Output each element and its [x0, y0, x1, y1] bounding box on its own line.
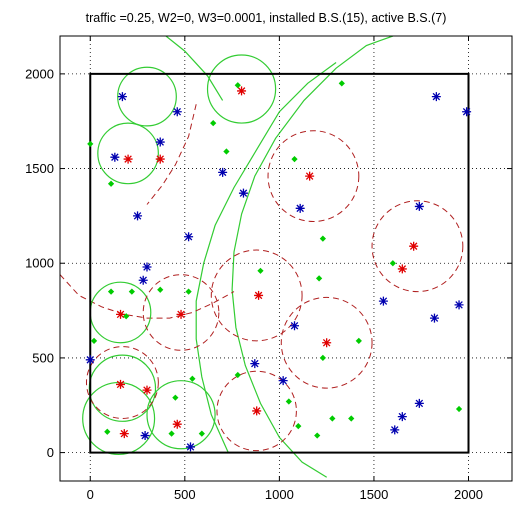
blue-star-point — [390, 425, 399, 434]
x-tick-label: 0 — [87, 487, 94, 502]
blue-star-point — [415, 399, 424, 408]
blue-star-point — [156, 138, 165, 147]
red-star-point — [177, 310, 186, 319]
blue-star-point — [296, 204, 305, 213]
blue-star-point — [133, 211, 142, 220]
blue-star-point — [239, 189, 248, 198]
x-tick-label: 1000 — [265, 487, 294, 502]
red-star-point — [237, 86, 246, 95]
y-tick-label: 1000 — [25, 256, 54, 271]
blue-star-point — [290, 321, 299, 330]
blue-star-point — [379, 297, 388, 306]
x-tick-label: 500 — [174, 487, 196, 502]
red-star-point — [252, 406, 261, 415]
red-star-point — [322, 338, 331, 347]
blue-star-point — [118, 92, 127, 101]
blue-star-point — [430, 314, 439, 323]
red-star-point — [409, 242, 418, 251]
red-star-point — [120, 429, 129, 438]
red-star-point — [142, 386, 151, 395]
blue-star-point — [455, 300, 464, 309]
chart-title: traffic =0.25, W2=0, W3=0.0001, installe… — [86, 11, 447, 25]
blue-star-point — [184, 232, 193, 241]
blue-star-point — [142, 263, 151, 272]
blue-star-point — [279, 376, 288, 385]
blue-star-point — [398, 412, 407, 421]
red-star-point — [254, 291, 263, 300]
red-star-point — [398, 264, 407, 273]
y-tick-label: 500 — [32, 350, 54, 365]
red-star-point — [156, 155, 165, 164]
blue-star-point — [141, 431, 150, 440]
y-tick-label: 1500 — [25, 161, 54, 176]
red-star-point — [305, 172, 314, 181]
red-star-point — [173, 420, 182, 429]
red-star-point — [116, 310, 125, 319]
y-tick-label: 2000 — [25, 66, 54, 81]
blue-star-point — [250, 359, 259, 368]
blue-star-point — [110, 153, 119, 162]
y-tick-label: 0 — [47, 445, 54, 460]
plot-area — [60, 36, 512, 481]
x-tick-label: 2000 — [454, 487, 483, 502]
blue-star-point — [415, 202, 424, 211]
red-star-point — [116, 380, 125, 389]
blue-star-point — [218, 168, 227, 177]
blue-star-point — [86, 355, 95, 364]
red-star-point — [124, 155, 133, 164]
blue-star-point — [186, 442, 195, 451]
blue-star-point — [462, 107, 471, 116]
x-tick-label: 1500 — [359, 487, 388, 502]
blue-star-point — [139, 276, 148, 285]
blue-star-point — [432, 92, 441, 101]
blue-star-point — [173, 107, 182, 116]
